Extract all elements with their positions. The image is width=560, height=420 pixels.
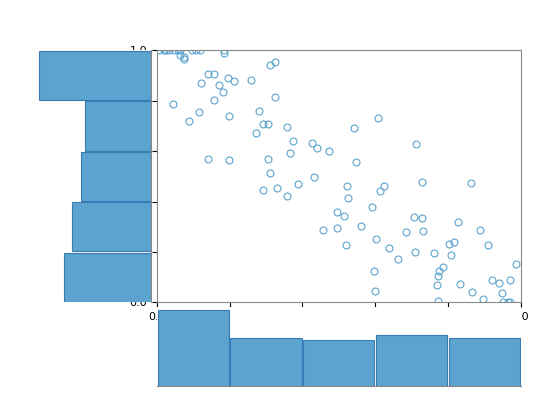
Bar xyxy=(303,340,375,386)
Bar xyxy=(64,252,151,302)
Bar xyxy=(230,338,302,386)
Y-axis label: y: y xyxy=(110,172,124,181)
Bar xyxy=(449,338,520,386)
Bar xyxy=(85,101,151,151)
Bar xyxy=(81,152,151,201)
Bar xyxy=(157,310,229,386)
Bar xyxy=(72,202,151,252)
Bar xyxy=(39,51,151,100)
Bar xyxy=(376,335,447,386)
X-axis label: x: x xyxy=(335,328,343,342)
